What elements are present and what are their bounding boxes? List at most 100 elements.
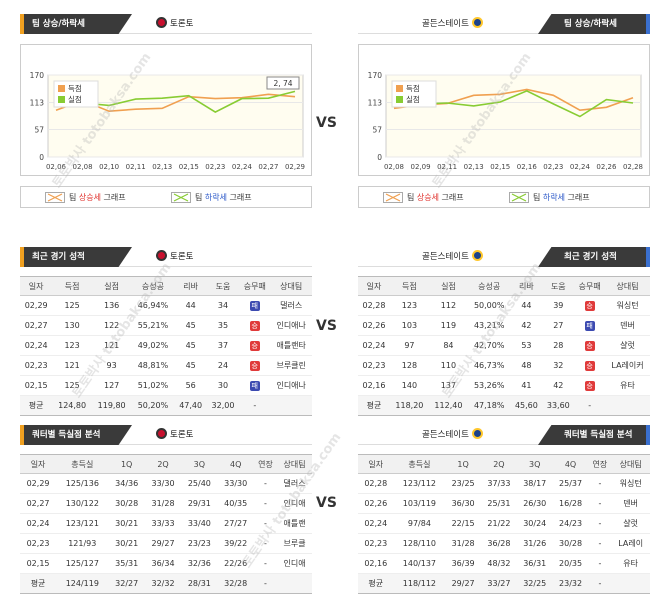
table-cell: 샬럿 <box>605 335 650 356</box>
table-header-row: 일자 총득실 1Q 2Q 3Q 4Q 연장 상대팀 <box>358 454 650 474</box>
table-cell: - <box>253 473 278 494</box>
table-cell: 02,26 <box>358 493 394 514</box>
table-cell: 인디애 <box>277 493 312 514</box>
left-recent-panel: 최근 경기 성적 토론토 일자 득점 실점 승성공 리바 도움 승무패 상대팀 02,29 125… <box>20 247 312 416</box>
average-cell <box>611 573 650 594</box>
table-cell: 50,00% <box>467 295 511 316</box>
table-cell: 인디애나 <box>270 375 312 396</box>
table-cell: 39 <box>542 295 575 316</box>
table-cell: 44 <box>510 295 543 316</box>
x-tick-label: 02,11 <box>437 163 457 171</box>
column-header: 승성공 <box>131 276 175 296</box>
average-cell: 32/27 <box>108 573 145 594</box>
left-quarter-team: 토론토 <box>156 425 193 445</box>
table-cell: 137 <box>428 375 468 396</box>
table-row: 02,27 130/122 30/28 31/28 29/31 40/35- 인디애 <box>20 493 312 514</box>
table-cell: 36/34 <box>144 553 182 574</box>
table-cell: 128/110 <box>393 533 446 554</box>
x-tick-label: 02,08 <box>384 163 404 171</box>
right-quarter-panel: 골든스테이트 쿼터별 득실점 분석 일자 총득실 1Q 2Q 3Q 4Q 연장 상대팀 02,2… <box>358 425 650 594</box>
table-cell: 42 <box>542 375 575 396</box>
column-header: 리바 <box>510 276 543 296</box>
right-trend-panel: 골든스테이트 팀 상승/하락세 170 113 57 0 02,08 02,09 02,11… <box>358 14 650 208</box>
left-recent-table: 일자 득점 실점 승성공 리바 도움 승무패 상대팀 02,29 125 136 46,94% 44 34… <box>20 276 312 416</box>
left-legend-down: 팀 하락세 그래프 <box>171 192 252 203</box>
column-header: 연장 <box>253 454 278 474</box>
table-cell: 130 <box>52 315 92 336</box>
table-cell: 워싱턴 <box>611 473 650 494</box>
table-cell: 패 <box>574 315 606 336</box>
table-cell: 46,94% <box>131 295 175 316</box>
table-cell: - <box>588 473 612 494</box>
column-header: 상대팀 <box>611 454 650 474</box>
table-cell: 22/15 <box>445 513 482 534</box>
table-cell: 덴버 <box>605 315 650 336</box>
table-cell: 125 <box>52 375 92 396</box>
table-cell: 128 <box>389 355 429 376</box>
x-tick-label: 02,23 <box>543 163 563 171</box>
table-cell: 44 <box>174 295 207 316</box>
legend-swatch-scored <box>58 85 65 92</box>
column-header: 2Q <box>144 454 182 474</box>
table-cell: - <box>253 533 278 554</box>
average-cell: 33,60 <box>542 395 575 416</box>
table-row: 02,24 123 121 49,02% 45 37 승 애틀랜타 <box>20 335 312 356</box>
average-cell: 45,60 <box>510 395 543 416</box>
table-cell: 51,02% <box>131 375 175 396</box>
table-cell: 125 <box>52 295 92 316</box>
average-cell <box>270 395 312 416</box>
table-cell: 30/28 <box>552 533 589 554</box>
column-header: 연장 <box>588 454 612 474</box>
average-cell: 평균 <box>20 573 57 594</box>
column-header: 승성공 <box>467 276 511 296</box>
average-cell: 119,80 <box>91 395 132 416</box>
column-header: 득점 <box>52 276 92 296</box>
table-row: 02,26 103/119 36/30 25/31 26/30 16/28- 덴버 <box>358 493 650 514</box>
table-cell: 110 <box>428 355 468 376</box>
x-tick-label: 02,29 <box>285 163 305 171</box>
table-cell: LA레이커 <box>605 355 650 376</box>
table-cell: 125/136 <box>56 473 109 494</box>
y-tick-label: 57 <box>34 126 44 135</box>
table-cell: 02,15 <box>20 375 53 396</box>
average-cell: 평균 <box>20 395 53 416</box>
table-cell: 41 <box>510 375 543 396</box>
table-cell: 56 <box>174 375 207 396</box>
average-cell: 124,80 <box>52 395 92 416</box>
raptors-logo-icon <box>156 17 167 28</box>
x-tick-label: 02,16 <box>517 163 538 171</box>
table-cell: 32/36 <box>181 553 218 574</box>
table-header-row: 일자 득점 실점 승성공 리바 도움 승무패 상대팀 <box>358 276 650 296</box>
table-cell: - <box>588 513 612 534</box>
table-cell: 02,27 <box>20 493 57 514</box>
table-cell: - <box>588 493 612 514</box>
table-cell: 33/40 <box>181 513 218 534</box>
left-trend-chart: 170 113 57 0 02,06 02,08 02,10 02,11 02,13 02,15 0… <box>20 44 312 176</box>
average-cell: 112,40 <box>428 395 468 416</box>
average-cell: - <box>239 395 271 416</box>
table-cell: 27/27 <box>217 513 254 534</box>
table-row: 02,26 103 119 43,21% 42 27 패 덴버 <box>358 315 650 336</box>
column-header: 상대팀 <box>277 454 312 474</box>
table-cell: - <box>588 533 612 554</box>
table-cell: 31/26 <box>516 533 553 554</box>
column-header: 도움 <box>206 276 240 296</box>
table-row: 02,23 121/93 30/21 29/27 23/23 39/22- 브루클 <box>20 533 312 554</box>
table-cell: 36/31 <box>516 553 553 574</box>
table-cell: 24/23 <box>552 513 589 534</box>
column-header: 일자 <box>20 276 53 296</box>
table-cell: 84 <box>428 335 468 356</box>
raptors-logo-icon <box>156 428 167 439</box>
column-header: 승무패 <box>239 276 271 296</box>
table-cell: 53 <box>510 335 543 356</box>
left-team-label: 토론토 <box>156 14 193 34</box>
table-cell: 112 <box>428 295 468 316</box>
column-header: 3Q <box>181 454 218 474</box>
right-recent-table: 일자 득점 실점 승성공 리바 도움 승무패 상대팀 02,28 123 112 50,00% 44 39… <box>358 276 650 416</box>
table-cell: 29/27 <box>144 533 182 554</box>
table-cell: 패 <box>239 295 271 316</box>
table-cell: 119 <box>428 315 468 336</box>
average-row: 평균 124/119 32/27 32/32 28/31 32/28- <box>20 573 312 594</box>
right-team-label: 골든스테이트 <box>422 14 486 34</box>
table-cell: 49,02% <box>131 335 175 356</box>
